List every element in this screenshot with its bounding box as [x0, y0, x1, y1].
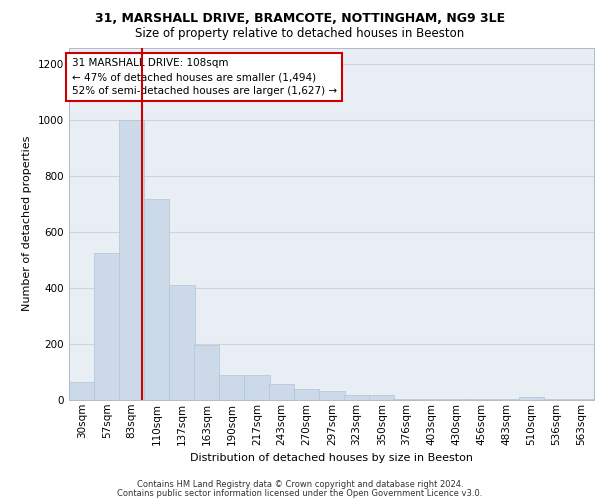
X-axis label: Distribution of detached houses by size in Beeston: Distribution of detached houses by size …: [190, 453, 473, 463]
Text: Contains public sector information licensed under the Open Government Licence v3: Contains public sector information licen…: [118, 489, 482, 498]
Bar: [69, 382, 94, 400]
Text: Contains HM Land Registry data © Crown copyright and database right 2024.: Contains HM Land Registry data © Crown c…: [137, 480, 463, 489]
Bar: [294, 389, 319, 400]
Bar: [444, 398, 469, 400]
Bar: [94, 253, 119, 400]
Text: 31, MARSHALL DRIVE, BRAMCOTE, NOTTINGHAM, NG9 3LE: 31, MARSHALL DRIVE, BRAMCOTE, NOTTINGHAM…: [95, 12, 505, 26]
Bar: [319, 391, 344, 400]
Bar: [169, 286, 194, 400]
Bar: [269, 384, 294, 400]
Bar: [119, 120, 144, 400]
Bar: [219, 375, 244, 400]
Bar: [244, 376, 269, 400]
Bar: [419, 398, 444, 400]
Bar: [344, 395, 369, 400]
Bar: [194, 344, 219, 400]
Bar: [394, 398, 419, 400]
Bar: [144, 198, 169, 400]
Bar: [519, 397, 544, 400]
Text: 31 MARSHALL DRIVE: 108sqm
← 47% of detached houses are smaller (1,494)
52% of se: 31 MARSHALL DRIVE: 108sqm ← 47% of detac…: [71, 58, 337, 96]
Text: Size of property relative to detached houses in Beeston: Size of property relative to detached ho…: [136, 28, 464, 40]
Bar: [369, 395, 394, 400]
Y-axis label: Number of detached properties: Number of detached properties: [22, 136, 32, 312]
